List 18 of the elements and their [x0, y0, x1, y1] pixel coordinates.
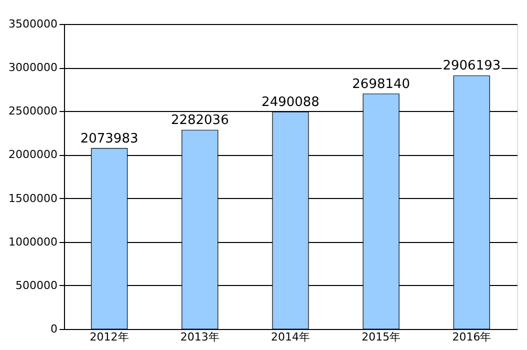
x-tick-label: 2016年 — [452, 330, 492, 344]
x-tick-label: 2013年 — [180, 330, 220, 344]
y-tick-label: 1000000 — [8, 235, 58, 248]
y-tick-label: 3500000 — [8, 18, 58, 30]
y-tick-label: 2000000 — [8, 148, 58, 162]
y-tick-label: 1500000 — [8, 192, 58, 205]
x-tick-label: 2015年 — [362, 330, 401, 344]
x-tick-label: 2014年 — [271, 330, 310, 344]
data-label: 2490088 — [262, 95, 320, 110]
y-tick-label: 500000 — [16, 278, 58, 292]
y-tick-label: 2500000 — [8, 104, 58, 118]
data-label: 2906193 — [442, 58, 501, 74]
y-tick-label: 0 — [50, 322, 58, 336]
data-label: 2073983 — [80, 131, 138, 146]
data-label: 2282036 — [170, 113, 229, 128]
data-label: 2698140 — [352, 76, 410, 92]
x-tick-label: 2012年 — [90, 330, 129, 344]
y-tick-label: 3000000 — [8, 61, 58, 74]
